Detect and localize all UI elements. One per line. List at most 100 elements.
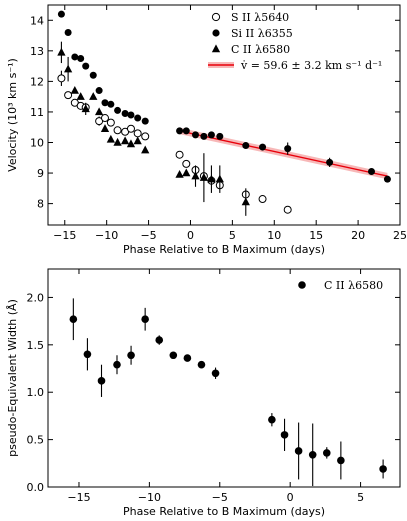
data-point-series-1: [284, 145, 292, 153]
pew-plot-frame: [47, 268, 401, 488]
pew-legend: C II λ6580: [298, 279, 383, 292]
data-point-series-2: [207, 174, 216, 183]
data-point-series-2: [81, 104, 90, 113]
data-point-series-0: [141, 315, 149, 324]
data-point-series-1: [176, 127, 184, 135]
data-point-series-2: [199, 173, 209, 181]
data-point-series-1: [127, 111, 135, 119]
y-tick-label: 11: [30, 106, 44, 119]
pew-axis-ticks: −15 −10 −5 0 5 0.0 0.5 1.0 1.5 2.0: [27, 269, 400, 504]
data-point-series-0: [155, 336, 164, 344]
data-point-series-0: [83, 350, 92, 359]
data-point-series-2: [113, 137, 122, 146]
data-point-series-1: [200, 132, 208, 140]
x-tick-label: 25: [393, 229, 407, 242]
velocity-legend: S II λ5640 Si II λ6355 C II λ6580 v̇ = 59.6…: [208, 11, 382, 72]
x-tick-label: −5: [212, 491, 228, 504]
data-point-series-0: [64, 91, 73, 100]
y-tick-label: 9: [37, 167, 44, 180]
data-point-series-1: [192, 131, 200, 139]
velocity-data-points: [57, 10, 391, 216]
data-point-series-1: [89, 71, 97, 79]
data-point-series-0: [268, 415, 276, 424]
y-tick-label: 1.0: [27, 386, 45, 399]
data-point-series-0: [169, 351, 178, 360]
y-tick-label: 8: [37, 198, 44, 211]
data-point-series-2: [182, 168, 191, 177]
x-tick-label: 20: [351, 229, 365, 242]
data-point-series-0: [175, 150, 184, 159]
data-point-series-1: [242, 142, 250, 150]
velocity-plot-frame: [47, 4, 401, 226]
data-point-series-1: [326, 158, 334, 166]
x-tick-label: 10: [267, 229, 281, 242]
data-point-series-0: [280, 431, 289, 439]
data-point-series-1: [368, 168, 376, 176]
data-point-series-2: [70, 85, 79, 94]
data-point-series-2: [120, 136, 130, 145]
data-point-series-2: [89, 92, 98, 100]
data-point-series-0: [127, 351, 135, 360]
data-point-series-0: [211, 369, 220, 378]
data-point-series-0: [126, 124, 135, 133]
legend-label-series-2: C II λ6580: [231, 43, 290, 56]
data-point-series-1: [107, 100, 115, 108]
legend-label-series-1: Si II λ6355: [231, 27, 293, 40]
data-point-series-1: [64, 29, 72, 36]
fit-line: [179, 130, 388, 177]
data-point-series-0: [69, 315, 78, 324]
data-point-series-2: [241, 197, 250, 206]
x-tick-label: 5: [357, 491, 364, 504]
data-point-series-1: [141, 117, 149, 125]
data-point-series-0: [183, 354, 192, 362]
data-point-series-1: [82, 62, 90, 70]
velocity-y-axis-label: Velocity (10³ km s⁻¹): [6, 58, 19, 172]
x-tick-label: −10: [95, 229, 118, 242]
data-point-series-0: [57, 74, 66, 83]
x-tick-label: 5: [229, 229, 236, 242]
velocity-axis-ticks: −15 −10 −5 0 5 10 15 20 25 8 9 10 11 12 13 14: [30, 5, 407, 242]
x-tick-label: 15: [309, 229, 323, 242]
pew-x-axis-label: Phase Relative to B Maximum (days): [123, 505, 325, 518]
legend-label-series-0: S II λ5640: [231, 11, 289, 24]
data-point-series-2: [141, 145, 150, 154]
data-point-series-0: [141, 132, 150, 141]
velocity-panel: −15 −10 −5 0 5 10 15 20 25 8 9 10 11 12 13 14 Phase Rel…: [6, 4, 407, 256]
y-tick-label: 13: [30, 45, 44, 58]
y-tick-label: 1.5: [27, 339, 45, 352]
fit-line-group: [179, 127, 388, 180]
x-tick-label: −15: [67, 491, 90, 504]
y-tick-label: 0.0: [27, 481, 45, 494]
data-point-series-1: [71, 53, 79, 61]
data-point-series-1: [95, 87, 103, 95]
data-point-series-0: [294, 447, 303, 455]
legend-marker-series-1: [212, 29, 220, 37]
x-tick-label: 0: [187, 229, 194, 242]
data-point-series-0: [97, 377, 106, 385]
x-tick-label: 0: [287, 491, 294, 504]
data-point-series-1: [101, 99, 109, 107]
data-point-series-1: [259, 143, 267, 151]
data-point-series-0: [337, 456, 345, 465]
legend-marker-pew: [298, 281, 306, 289]
y-tick-label: 10: [30, 137, 44, 150]
y-tick-label: 2.0: [27, 291, 45, 304]
legend-label-pew: C II λ6580: [324, 279, 383, 292]
data-point-series-2: [215, 174, 224, 183]
data-point-series-0: [106, 118, 115, 127]
x-tick-label: −15: [53, 229, 76, 242]
data-point-series-2: [94, 107, 104, 116]
data-point-series-0: [113, 126, 122, 135]
legend-fit-label: v̇ = 59.6 ± 3.2 km s⁻¹ d⁻¹: [240, 59, 382, 72]
data-point-series-2: [133, 136, 142, 145]
data-point-series-1: [216, 132, 224, 140]
data-point-series-1: [182, 127, 190, 135]
y-tick-label: 14: [30, 14, 44, 27]
pew-data-points: [69, 298, 387, 487]
velocity-x-axis-label: Phase Relative to B Maximum (days): [123, 243, 325, 256]
data-point-series-1: [114, 106, 122, 114]
data-point-series-1: [121, 109, 129, 117]
data-point-series-2: [175, 169, 184, 178]
data-point-series-1: [383, 175, 391, 183]
x-tick-label: −10: [138, 491, 161, 504]
